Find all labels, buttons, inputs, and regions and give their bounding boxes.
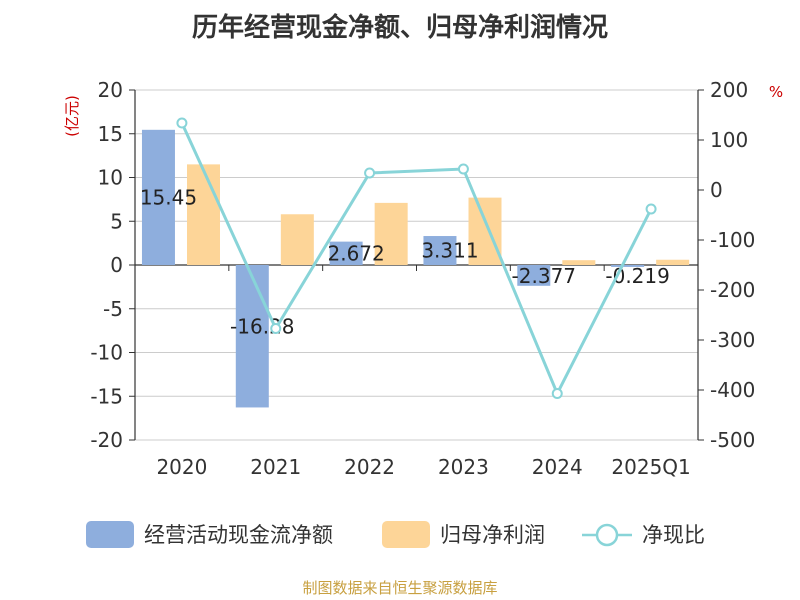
legend-label-ratio: 净现比 <box>642 523 705 547</box>
ratio-point <box>176 117 188 129</box>
x-tick-label: 2024 <box>532 455 583 479</box>
cashflow-bar <box>423 236 457 265</box>
ratio-point <box>457 163 469 175</box>
legend-swatch-cashflow <box>86 521 134 548</box>
profit-bar <box>186 164 220 265</box>
ratio-point <box>645 203 657 215</box>
legend-swatch-ratio-marker <box>595 523 619 547</box>
left-tick-label: 5 <box>110 209 123 233</box>
right-tick-label: -200 <box>710 278 755 302</box>
left-axis-unit: (亿元) <box>63 95 81 137</box>
cashflow-bar <box>329 241 363 265</box>
left-tick-label: 10 <box>98 166 123 190</box>
cashflow-data-label: -16.28 <box>230 314 294 338</box>
right-tick-label: -300 <box>710 328 755 352</box>
right-tick-label: 200 <box>710 78 748 102</box>
profit-bar <box>562 260 596 265</box>
legend: 经营活动现金流净额 归母净利润 净现比 <box>86 521 705 548</box>
legend-swatch-profit <box>382 521 430 548</box>
ratio-line-path <box>180 122 653 398</box>
source-note: 制图数据来自恒生聚源数据库 <box>302 579 497 597</box>
profit-bar <box>468 197 502 265</box>
cashflow-bar <box>141 129 175 265</box>
left-tick-label: -15 <box>90 384 123 408</box>
cashflow-bar <box>517 265 551 286</box>
x-tick-label: 2022 <box>344 455 395 479</box>
left-tick-label: 20 <box>98 78 123 102</box>
axes <box>129 89 704 441</box>
ratio-line <box>176 117 657 399</box>
profit-bar <box>280 214 314 265</box>
cashflow-data-label: 3.311 <box>421 239 478 263</box>
right-axis-unit: % <box>769 83 783 101</box>
x-tick-label: 2025Q1 <box>611 455 690 479</box>
left-axis-ticks: 20 15 10 5 0 -5 -10 -15 -20 <box>90 78 123 452</box>
right-tick-label: 0 <box>710 178 723 202</box>
legend-label-cashflow: 经营活动现金流净额 <box>144 523 333 547</box>
cashflow-data-label: -0.219 <box>605 264 669 288</box>
cashflow-data-label: -2.377 <box>512 264 576 288</box>
cashflow-data-label: 15.45 <box>140 185 197 209</box>
right-axis-ticks: 200 100 0 -100 -200 -300 -400 -500 <box>710 78 755 452</box>
right-tick-label: 100 <box>710 128 748 152</box>
cashflow-bar <box>235 265 269 408</box>
cashflow-data-label: 2.672 <box>327 241 384 265</box>
ratio-point <box>364 167 376 179</box>
left-tick-label: -10 <box>90 341 123 365</box>
ratio-point <box>551 388 563 399</box>
bars <box>141 129 690 408</box>
right-tick-label: -400 <box>710 378 755 402</box>
left-tick-label: 15 <box>98 122 123 146</box>
legend-label-profit: 归母净利润 <box>440 523 545 547</box>
left-tick-label: -20 <box>90 428 123 452</box>
profit-bar <box>374 202 408 265</box>
profit-bar <box>656 259 690 265</box>
ratio-point <box>270 323 282 334</box>
right-tick-label: -100 <box>710 228 755 252</box>
cashflow-bar <box>611 265 645 267</box>
left-tick-label: 0 <box>110 253 123 277</box>
x-tick-label: 2023 <box>438 455 489 479</box>
x-tick-label: 2020 <box>156 455 207 479</box>
left-tick-label: -5 <box>103 297 123 321</box>
x-axis-ticks: 2020 2021 2022 2023 2024 2025Q1 <box>156 455 690 479</box>
right-tick-label: -500 <box>710 428 755 452</box>
chart-title: 历年经营现金净额、归母净利润情况 <box>192 12 608 43</box>
x-tick-label: 2021 <box>250 455 301 479</box>
